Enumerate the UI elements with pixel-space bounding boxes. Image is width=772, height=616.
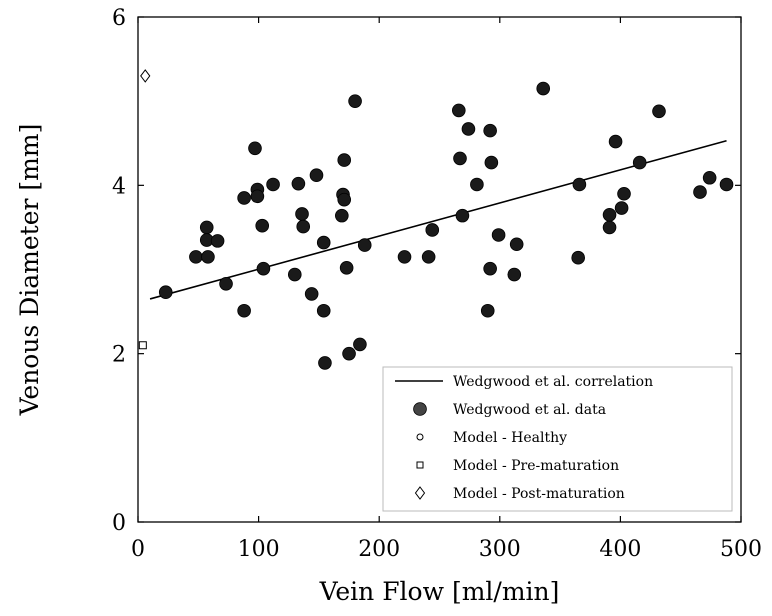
- data-point: [201, 250, 215, 264]
- data-point: [304, 287, 319, 301]
- data-point: [348, 94, 362, 108]
- data-point: [339, 261, 354, 275]
- data-point: [397, 250, 412, 264]
- data-point: [470, 177, 484, 192]
- legend-label: Model - Pre-maturation: [453, 458, 619, 474]
- x-tick-label: 400: [599, 537, 641, 562]
- data-point: [614, 201, 629, 215]
- data-point: [483, 261, 497, 276]
- data-point: [484, 155, 499, 170]
- chart-marks: [138, 69, 734, 370]
- x-tick-label: 500: [720, 537, 762, 562]
- data-point: [291, 176, 306, 191]
- y-tick-label: 6: [112, 6, 126, 31]
- x-tick-label: 300: [479, 537, 521, 562]
- data-point: [571, 250, 585, 265]
- data-point: [199, 220, 214, 235]
- data-point: [337, 192, 352, 207]
- data-point: [248, 141, 262, 156]
- data-point: [617, 186, 631, 201]
- legend-open-diamond-swatch: [414, 486, 426, 500]
- data-point: [316, 235, 331, 250]
- y-tick-label: 0: [112, 511, 126, 536]
- data-point: [316, 303, 331, 318]
- data-point: [602, 207, 617, 222]
- data-point: [719, 177, 734, 192]
- data-point: [483, 123, 497, 138]
- y-axis-label: Venous Diameter [mm]: [15, 124, 44, 417]
- legend-label: Model - Post-maturation: [453, 486, 625, 502]
- y-tick-label: 2: [112, 343, 126, 368]
- data-point: [219, 277, 233, 291]
- data-point: [453, 151, 467, 166]
- data-point: [318, 356, 332, 370]
- axis-ticks: 0 100 200 300 400 500 0 2 4 6: [112, 6, 762, 562]
- y-tick-label: 4: [112, 174, 126, 199]
- data-point: [158, 285, 173, 300]
- data-point: [602, 220, 617, 235]
- data-point: [255, 218, 270, 233]
- data-point: [509, 237, 524, 252]
- data-point: [491, 228, 506, 242]
- data-point: [425, 223, 440, 237]
- data-point: [652, 104, 666, 119]
- data-point: [266, 177, 280, 192]
- legend-box: [382, 366, 733, 512]
- data-point: [507, 267, 522, 282]
- legend-open-square-swatch: [416, 461, 424, 469]
- data-point: [536, 81, 551, 96]
- data-point: [480, 303, 495, 318]
- data-point: [451, 103, 466, 118]
- legend: Wedgwood et al. correlation Wedgwood et a…: [382, 366, 733, 512]
- plot-frame: [137, 16, 742, 523]
- data-point: [295, 207, 309, 221]
- data-point: [335, 208, 349, 223]
- x-tick-label: 100: [238, 537, 280, 562]
- data-point: [237, 303, 251, 318]
- data-point: [572, 177, 587, 192]
- data-point: [353, 337, 367, 352]
- data-point: [250, 189, 265, 204]
- legend-filled-circle-swatch: [413, 402, 427, 416]
- data-point: [421, 250, 436, 264]
- correlation-line: [149, 139, 727, 300]
- data-point: [455, 208, 470, 223]
- x-tick-label: 200: [358, 537, 400, 562]
- pre-maturation-point: [138, 341, 147, 350]
- x-tick-label: 0: [131, 537, 145, 562]
- data-point: [693, 185, 707, 199]
- data-point: [256, 261, 271, 276]
- data-point: [337, 153, 352, 167]
- data-point: [189, 250, 203, 264]
- data-point: [632, 155, 647, 170]
- legend-label: Wedgwood et al. data: [453, 402, 606, 418]
- data-point: [342, 346, 356, 361]
- x-axis-label: Vein Flow [ml/min]: [319, 577, 560, 606]
- post-maturation-point: [140, 69, 151, 83]
- data-point: [237, 191, 251, 205]
- data-point: [287, 267, 302, 282]
- data-point: [309, 168, 324, 183]
- data-point: [357, 238, 372, 252]
- data-point: [608, 134, 623, 149]
- data-point: [210, 234, 225, 248]
- data-point: [461, 122, 476, 136]
- legend-label: Model - Healthy: [453, 430, 567, 446]
- legend-label: Wedgwood et al. correlation: [453, 374, 653, 390]
- legend-open-circle-swatch: [416, 433, 424, 441]
- data-point: [296, 219, 311, 234]
- data-point: [702, 170, 717, 185]
